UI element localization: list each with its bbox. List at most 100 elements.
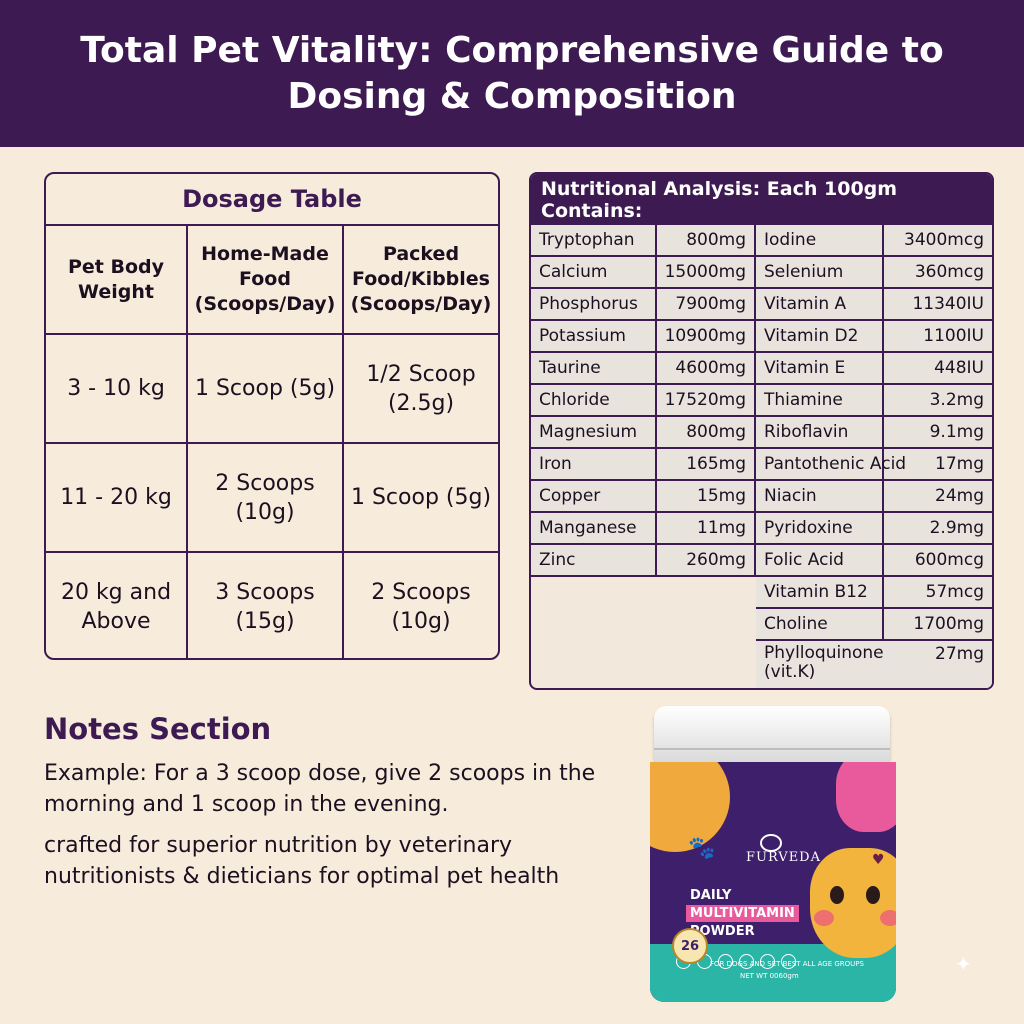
nutrient-name: Iron (531, 449, 657, 479)
count-badge: 26 (672, 928, 708, 964)
nutrient-amount: 11340IU (912, 294, 984, 314)
nutrient-amount: 448IU (934, 358, 984, 378)
nutrient-amount: 9.1mg (929, 422, 984, 442)
nutrient-amount: 2.9mg (929, 518, 984, 538)
nutrient-name: Vitamin B12 (756, 577, 884, 607)
nutrient-row: Thiamine 3.2mg (756, 385, 992, 417)
heart-icon: ♥ (872, 852, 885, 868)
nutrition-card: Nutritional Analysis: Each 100gm Contain… (529, 172, 994, 690)
nutrient-amount: 27mg (935, 644, 984, 664)
nutrient-amount: 3400mcg (904, 230, 984, 250)
table-cell: 20 kg and Above (46, 552, 188, 658)
nutrient-amount: 600mcg (914, 550, 984, 570)
nutrient-amount: 17520mg (664, 390, 746, 410)
nutrient-amount: 165mg (686, 454, 746, 474)
nutrient-name: Copper (531, 481, 657, 511)
nutrient-row: Calcium 15000mg (531, 257, 756, 289)
table-row: 3 - 10 kg 1 Scoop (5g) 1/2 Scoop (2.5g) (46, 334, 498, 444)
nutrient-amount: 4600mg (675, 358, 746, 378)
nutrient-amount: 7900mg (675, 294, 746, 314)
nutrient-row: Tryptophan 800mg (531, 225, 756, 257)
nutrient-name: Selenium (756, 257, 884, 287)
nutrient-name: Pantothenic Acid (756, 449, 906, 479)
nutrient-name: Niacin (756, 481, 884, 511)
nutrient-name: Phylloquinone (vit.K) (764, 643, 884, 682)
nutrient-row: Riboflavin 9.1mg (756, 417, 992, 449)
nutrient-name: Thiamine (756, 385, 884, 415)
feature-badge-icon (760, 954, 775, 969)
nutrition-title: Nutritional Analysis: Each 100gm Contain… (531, 174, 992, 225)
table-cell: 2 Scoops (10g) (371, 580, 471, 634)
column-header-homemade: Home-Made Food (Scoops/Day) (187, 226, 344, 335)
nutrient-name: Iodine (756, 225, 884, 255)
product-fine-print: FOR DOGS AND SET BEST ALL AGE GROUPS (710, 960, 864, 968)
nutrient-row: Taurine 4600mg (531, 353, 756, 385)
nutrient-row: Phylloquinone (vit.K) 27mg (756, 641, 992, 688)
jar-label: FURVEDA 🐾 ♥ DAILY MULTIVITAMIN POWDER (650, 762, 896, 1002)
nutrient-amount: 15000mg (664, 262, 746, 282)
nutrient-row: Selenium 360mcg (756, 257, 992, 289)
product-line-2: MULTIVITAMIN (686, 905, 799, 922)
nutrient-row: Iodine 3400mcg (756, 225, 992, 257)
product-jar-image: FURVEDA 🐾 ♥ DAILY MULTIVITAMIN POWDER 26… (648, 700, 898, 1010)
nutrient-row: Choline 1700mg (756, 609, 992, 641)
nutrient-amount: 11mg (697, 518, 746, 538)
nutrient-amount: 800mg (686, 422, 746, 442)
nutrient-name: Phosphorus (531, 289, 657, 319)
table-row: 20 kg and Above 3 Scoops (15g) 2 Scoops … (46, 552, 498, 658)
nutrient-name: Magnesium (531, 417, 657, 447)
dosage-header-row: Pet Body Weight Home-Made Food (Scoops/D… (46, 226, 498, 335)
nutrient-amount: 360mcg (914, 262, 984, 282)
nutrient-amount: 260mg (686, 550, 746, 570)
notes-example: Example: For a 3 scoop dose, give 2 scoo… (44, 761, 596, 817)
nutrient-name: Folic Acid (756, 545, 884, 575)
dosage-table: Pet Body Weight Home-Made Food (Scoops/D… (46, 226, 498, 658)
notes-crafted: crafted for superior nutrition by veteri… (44, 833, 560, 889)
table-cell: 3 Scoops (15g) (187, 552, 344, 658)
nutrient-row: Potassium 10900mg (531, 321, 756, 353)
nutrient-amount: 24mg (935, 486, 984, 506)
brand-name: FURVEDA (746, 850, 821, 865)
paw-icon: 🐾 (688, 836, 716, 861)
nutrient-row: Vitamin D2 1100IU (756, 321, 992, 353)
nutrient-row: Iron 165mg (531, 449, 756, 481)
nutrient-name: Taurine (531, 353, 657, 383)
nutrient-name: Riboflavin (756, 417, 884, 447)
product-line-3: POWDER (690, 924, 755, 939)
dosage-table-title: Dosage Table (46, 174, 498, 226)
nutrient-name: Tryptophan (531, 225, 657, 255)
product-net-weight: NET WT 0060gm (740, 972, 799, 980)
nutrient-row: Niacin 24mg (756, 481, 992, 513)
notes-section: Notes Section Example: For a 3 scoop dos… (44, 712, 604, 902)
nutrient-name: Vitamin E (756, 353, 884, 383)
nutrient-row: Vitamin E 448IU (756, 353, 992, 385)
nutrient-row: Chloride 17520mg (531, 385, 756, 417)
dosage-table-card: Dosage Table Pet Body Weight Home-Made F… (44, 172, 500, 660)
nutrient-name: Pyridoxine (756, 513, 884, 543)
nutrient-amount: 57mcg (925, 582, 984, 602)
nutrient-row: Phosphorus 7900mg (531, 289, 756, 321)
cat-illustration (810, 848, 896, 958)
nutrient-amount: 1700mg (913, 614, 984, 634)
product-line-1: DAILY (690, 888, 732, 903)
nutrient-amount: 17mg (935, 454, 984, 474)
table-cell: 1/2 Scoop (2.5g) (343, 334, 498, 444)
feature-badge-icon (718, 954, 733, 969)
feature-badge-icon (781, 954, 796, 969)
nutrient-name: Vitamin A (756, 289, 884, 319)
nutrient-amount: 3.2mg (929, 390, 984, 410)
jar-lid (654, 706, 890, 764)
page-title: Total Pet Vitality: Comprehensive Guide … (80, 29, 944, 117)
nutrient-name: Manganese (531, 513, 657, 543)
nutrient-row: Vitamin A 11340IU (756, 289, 992, 321)
nutrient-amount: 15mg (697, 486, 746, 506)
nutrient-row: Magnesium 800mg (531, 417, 756, 449)
nutrient-amount: 10900mg (664, 326, 746, 346)
column-header-packed: Packed Food/Kibbles (Scoops/Day) (343, 226, 498, 335)
nutrient-row: Manganese 11mg (531, 513, 756, 545)
nutrient-name: Potassium (531, 321, 657, 351)
nutrient-name: Zinc (531, 545, 657, 575)
nutrient-amount: 1100IU (923, 326, 984, 346)
table-cell: 11 - 20 kg (46, 443, 188, 553)
nutrition-right-column: Iodine 3400mcg Selenium 360mcg Vitamin A 1134… (756, 225, 992, 688)
